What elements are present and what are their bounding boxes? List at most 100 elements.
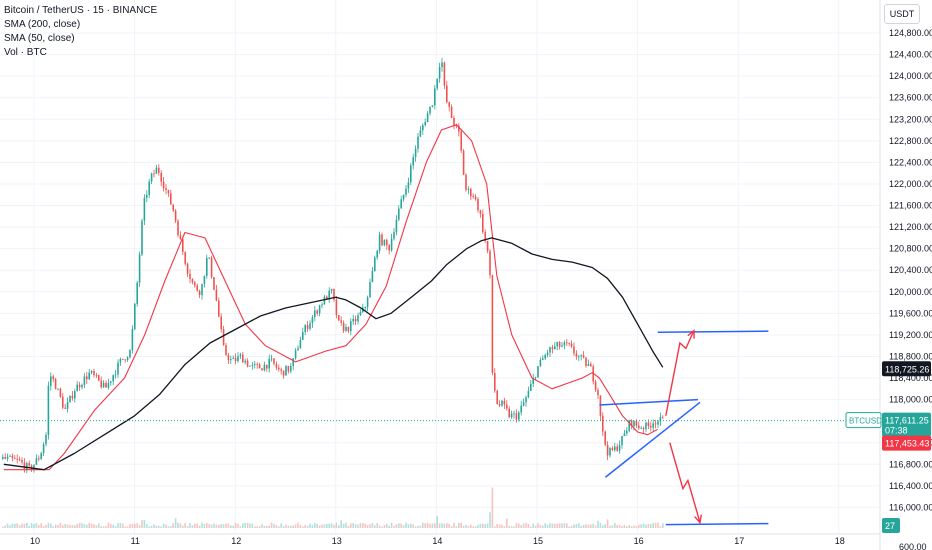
volume-bar — [611, 525, 614, 528]
candle — [626, 430, 628, 434]
bullish-arrow[interactable] — [665, 330, 695, 416]
volume-bar — [520, 525, 522, 528]
volume-bar — [359, 523, 362, 528]
candle — [138, 254, 141, 283]
volume-bar — [71, 525, 74, 528]
candle — [230, 359, 232, 361]
candle — [590, 364, 592, 367]
candle — [177, 221, 179, 236]
candle — [549, 347, 551, 353]
currency-button[interactable]: USDT — [884, 4, 920, 24]
candle — [239, 354, 242, 357]
volume-bar — [530, 526, 532, 528]
candle — [467, 188, 470, 190]
candle — [225, 345, 227, 355]
volume-bar — [551, 523, 554, 528]
upper-target-line[interactable] — [657, 330, 769, 333]
volume-bar — [182, 525, 184, 528]
bearish-arrow[interactable] — [669, 442, 701, 523]
candle — [119, 358, 122, 363]
candle — [494, 372, 496, 391]
candle — [9, 455, 11, 457]
volume-bar — [318, 525, 321, 528]
candle — [522, 402, 525, 406]
lower-target-line[interactable] — [665, 522, 769, 526]
candle — [657, 421, 659, 425]
volume-bar — [215, 524, 218, 528]
candle — [316, 310, 318, 314]
volume-bar — [30, 522, 33, 528]
volume-bar — [614, 523, 616, 528]
candle — [150, 173, 153, 182]
candle — [282, 370, 285, 376]
candle — [335, 299, 338, 316]
candle — [165, 188, 167, 191]
candle — [556, 342, 558, 347]
legend-sma50[interactable]: SMA (50, close) — [4, 33, 75, 44]
legend-sma200[interactable]: SMA (200, close) — [4, 19, 81, 30]
volume-bar — [467, 526, 470, 528]
volume-bar — [88, 522, 90, 528]
candle — [117, 362, 119, 375]
volume-bar — [38, 525, 40, 528]
price-tick-label: 120,800.00 — [889, 244, 932, 254]
volume-bar — [465, 524, 467, 528]
candle — [393, 232, 395, 239]
price-tick-label: 123,600.00 — [889, 93, 932, 103]
volume-bar — [328, 523, 330, 528]
volume-bar — [470, 524, 472, 528]
volume-bar — [201, 522, 203, 528]
candle — [35, 458, 38, 465]
candle — [110, 381, 112, 383]
candle — [491, 275, 494, 373]
volume-bar — [2, 526, 4, 528]
volume-bar — [486, 523, 489, 528]
volume-bar — [606, 519, 609, 528]
volume-bar — [126, 526, 129, 528]
volume-bar — [494, 526, 496, 528]
candle — [441, 62, 443, 68]
volume-bar — [141, 519, 143, 528]
volume-bar — [592, 523, 594, 528]
volume-bar — [602, 525, 604, 528]
volume-bar — [626, 526, 628, 528]
time-tick-label: 12 — [231, 536, 241, 546]
candle — [100, 380, 102, 388]
price-tick-label: 116,000.00 — [889, 502, 932, 512]
candle — [645, 422, 647, 430]
candle — [71, 395, 74, 399]
candle — [414, 148, 417, 158]
volume-bar — [273, 523, 275, 528]
volume-bar — [659, 526, 662, 528]
volume-bar — [407, 524, 410, 528]
candle — [640, 427, 642, 429]
candle — [582, 355, 585, 358]
legend-symbol[interactable]: Bitcoin / TetherUS · 15 · BINANCE — [4, 5, 158, 16]
volume-bar — [621, 526, 623, 528]
candle — [244, 360, 246, 363]
triangle-top-line[interactable] — [599, 398, 699, 406]
volume-value-label: 27 — [885, 521, 895, 531]
volume-bar — [6, 523, 9, 528]
candle — [50, 376, 52, 386]
candle — [369, 282, 371, 298]
volume-bar — [364, 523, 366, 528]
candle — [486, 240, 489, 252]
candle — [16, 459, 18, 460]
legend-volume[interactable]: Vol · BTC — [4, 47, 47, 58]
volume-bar — [222, 524, 225, 528]
candle — [654, 423, 657, 425]
candle — [662, 416, 664, 418]
volume-bar — [258, 526, 261, 528]
candle — [69, 395, 71, 402]
triangle-bottom-line[interactable] — [604, 401, 701, 478]
volume-bar — [297, 522, 299, 528]
volume-bar — [9, 525, 11, 528]
price-tick-label: 124,800.00 — [889, 28, 932, 38]
volume-bar — [503, 526, 506, 528]
candle — [652, 423, 654, 428]
price-axis[interactable] — [880, 0, 932, 550]
volume-bar — [114, 526, 117, 528]
candle — [21, 460, 23, 463]
